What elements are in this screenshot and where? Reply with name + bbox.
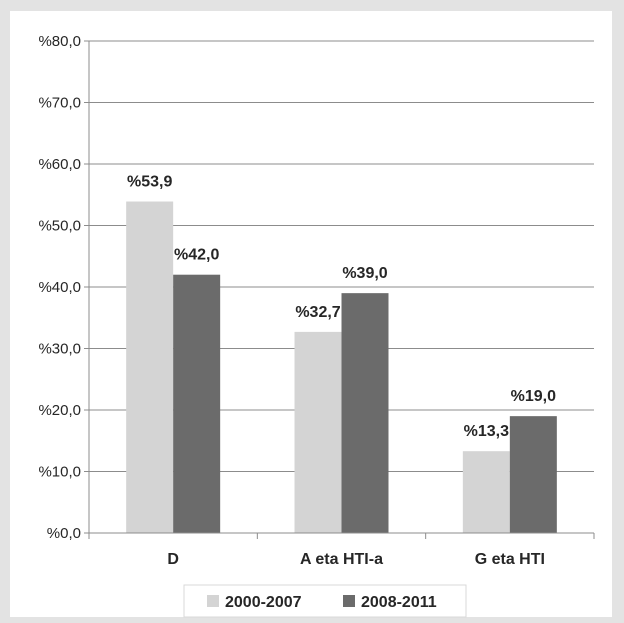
y-tick-label: %50,0: [38, 218, 81, 235]
data-label: %53,9: [127, 174, 172, 191]
data-label: %42,0: [174, 247, 219, 264]
y-axis-tick-labels: %0,0 %10,0 %20,0 %30,0 %40,0 %50,0 %60,0 %70,0%…: [38, 33, 81, 542]
data-labels: %53,9 %42,0 %32,7 %39,0 %13,3 %19,0: [127, 174, 556, 441]
y-tick-label: %20,0: [38, 402, 81, 419]
bars: [126, 201, 557, 533]
y-tick-label: %40,0: [38, 279, 81, 296]
legend: 2000-2007 2008-2011: [183, 584, 467, 618]
bar: [126, 201, 174, 533]
bar: [341, 293, 389, 533]
category-label: A eta HTI-a: [300, 551, 383, 568]
bar: [173, 274, 221, 533]
bar: [294, 331, 342, 533]
legend-box: [183, 584, 467, 618]
y-tick-label: %30,0: [38, 341, 81, 358]
category-label: G eta HTI: [475, 551, 545, 568]
bar: [462, 451, 510, 533]
axes: [84, 40, 595, 539]
legend-swatch: [343, 595, 355, 607]
data-label: %13,3: [464, 423, 509, 440]
y-tick-label: %80,0: [38, 33, 81, 50]
data-label: %39,0: [342, 265, 387, 282]
y-tick-label: %10,0: [38, 464, 81, 481]
category-label: D: [167, 551, 179, 568]
legend-swatch: [207, 595, 219, 607]
x-axis-category-labels: D A eta HTI-a G eta HTI: [167, 551, 545, 568]
bar: [509, 416, 557, 533]
data-label: %19,0: [511, 388, 556, 405]
legend-label: 2008-2011: [361, 594, 437, 611]
y-tick-label: %60,0: [38, 156, 81, 173]
legend-label: 2000-2007: [225, 594, 302, 611]
y-tick-label: %70,0: [38, 95, 81, 112]
data-label: %32,7: [295, 304, 340, 321]
y-tick-label: %0,0: [47, 525, 81, 542]
